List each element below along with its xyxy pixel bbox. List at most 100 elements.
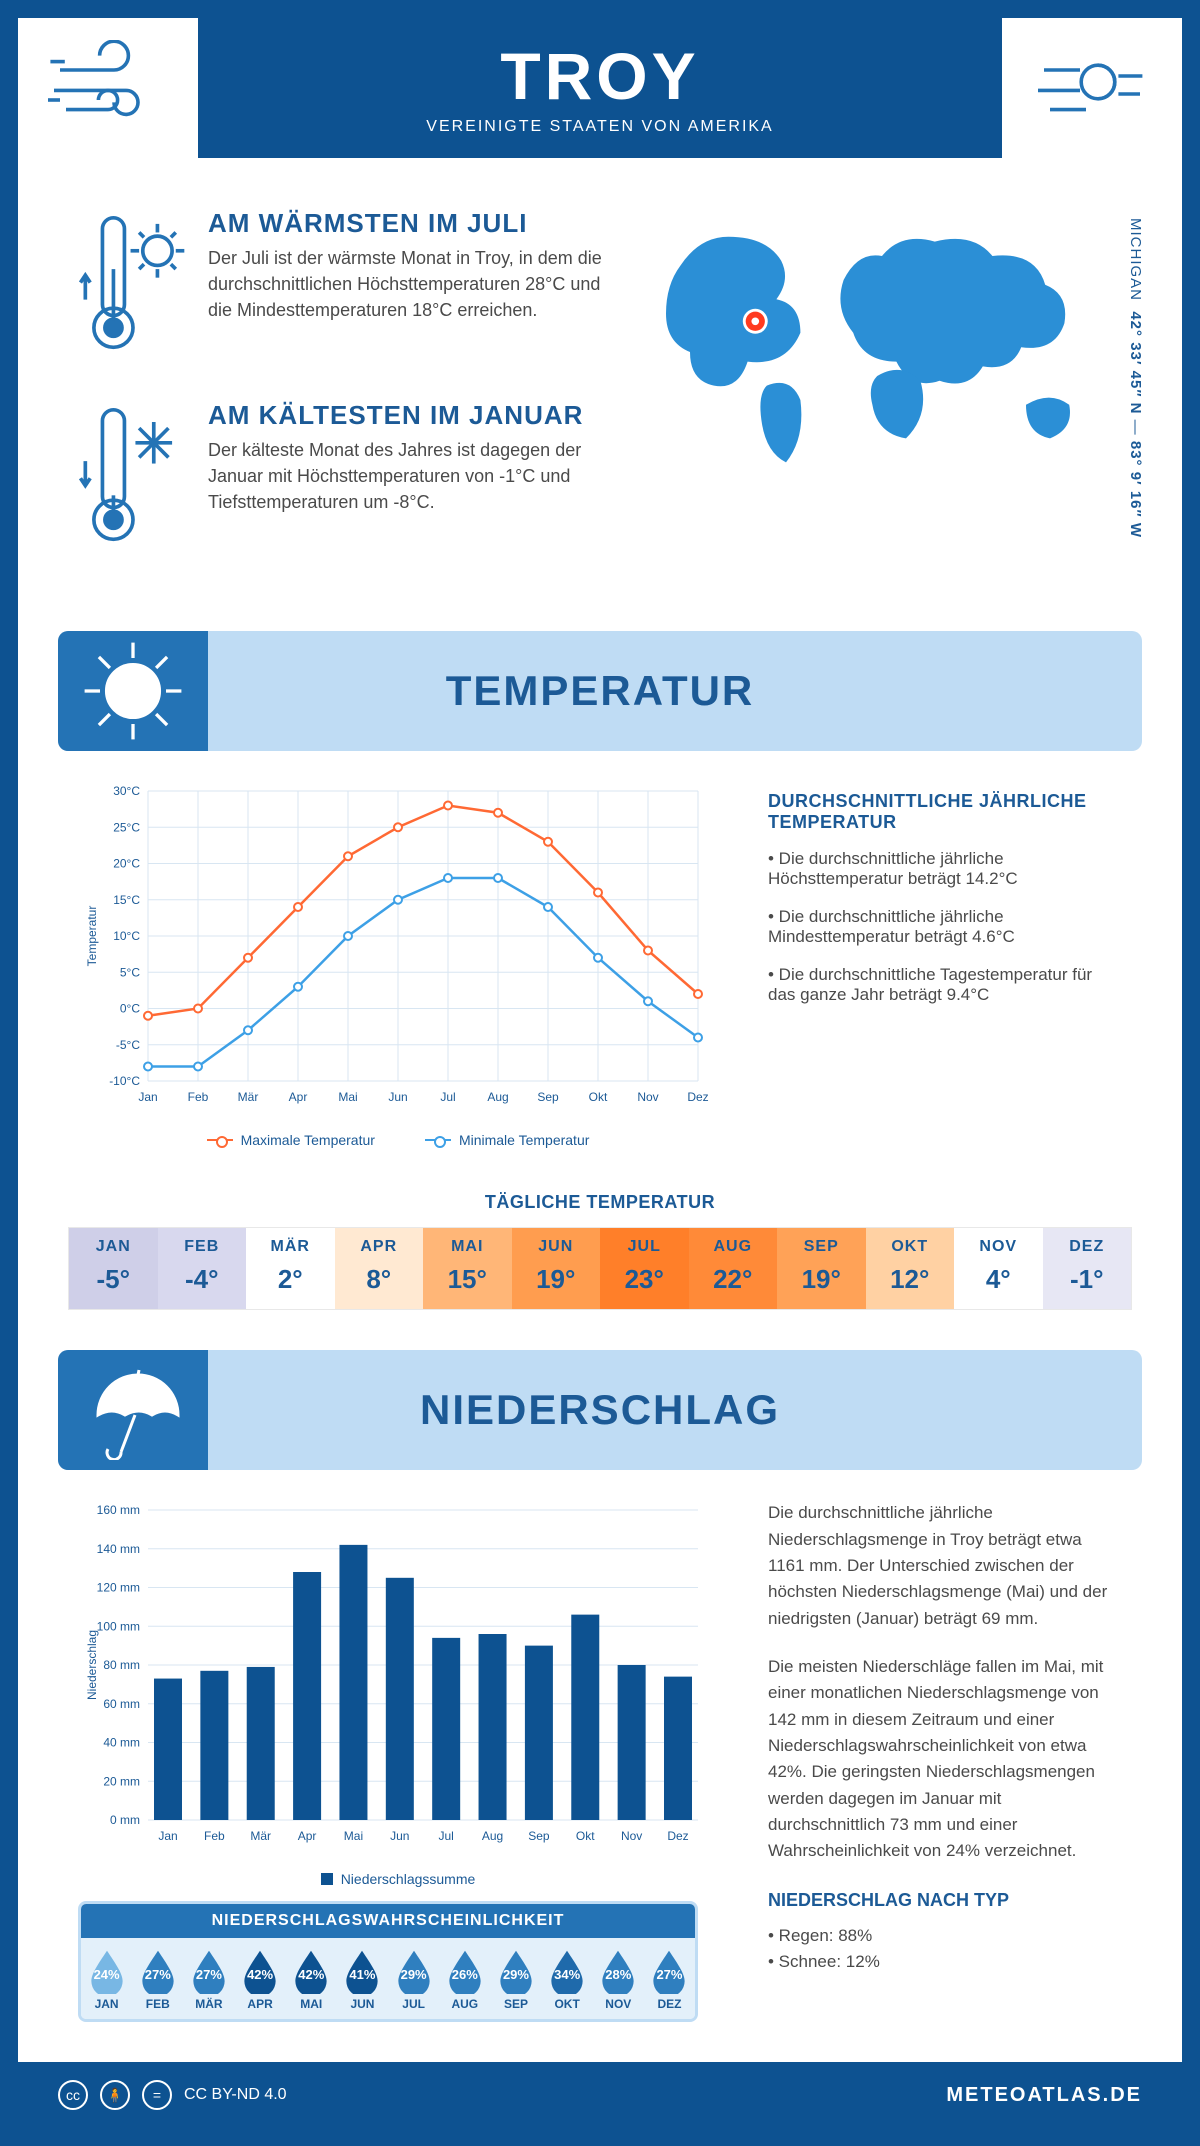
svg-text:Feb: Feb bbox=[188, 1090, 209, 1104]
legend-min: Minimale Temperatur bbox=[425, 1132, 589, 1148]
svg-text:Jan: Jan bbox=[158, 1829, 177, 1843]
svg-text:120 mm: 120 mm bbox=[97, 1581, 140, 1595]
svg-text:15°C: 15°C bbox=[113, 893, 140, 907]
daily-cell: JUL23° bbox=[600, 1228, 689, 1309]
daily-cell: MAI15° bbox=[423, 1228, 512, 1309]
cc-icon: cc bbox=[58, 2080, 88, 2110]
svg-text:Mai: Mai bbox=[344, 1829, 363, 1843]
svg-text:160 mm: 160 mm bbox=[97, 1503, 140, 1517]
svg-text:Jun: Jun bbox=[390, 1829, 409, 1843]
svg-text:Jun: Jun bbox=[388, 1090, 407, 1104]
prob-cell: 26%AUG bbox=[439, 1938, 490, 2019]
svg-text:0°C: 0°C bbox=[120, 1002, 140, 1016]
svg-text:60 mm: 60 mm bbox=[103, 1697, 140, 1711]
license: cc 🧍 = CC BY-ND 4.0 bbox=[58, 2080, 287, 2110]
daily-cell: JUN19° bbox=[512, 1228, 601, 1309]
svg-text:Jan: Jan bbox=[138, 1090, 157, 1104]
svg-text:Nov: Nov bbox=[621, 1829, 642, 1843]
svg-text:Nov: Nov bbox=[637, 1090, 658, 1104]
section-title: TEMPERATUR bbox=[446, 667, 755, 715]
nd-icon: = bbox=[142, 2080, 172, 2110]
svg-text:Mär: Mär bbox=[250, 1829, 271, 1843]
svg-text:30°C: 30°C bbox=[113, 784, 140, 798]
temperature-chart: -10°C -5°C 0°C 5°C 10°C 15°C 20°C 25°C 30°C Jan Fe… bbox=[78, 781, 718, 1148]
svg-text:Dez: Dez bbox=[667, 1829, 688, 1843]
prob-cell: 29%SEP bbox=[490, 1938, 541, 2019]
daily-temp-strip: JAN-5°FEB-4°MÄR2°APR8°MAI15°JUN19°JUL23°… bbox=[68, 1227, 1132, 1310]
svg-text:10°C: 10°C bbox=[113, 929, 140, 943]
svg-text:Temperatur: Temperatur bbox=[85, 906, 99, 967]
svg-text:Dez: Dez bbox=[687, 1090, 708, 1104]
prob-cell: 24%JAN bbox=[81, 1938, 132, 2019]
prob-cell: 28%NOV bbox=[593, 1938, 644, 2019]
prob-cell: 42%MAI bbox=[286, 1938, 337, 2019]
svg-text:40 mm: 40 mm bbox=[103, 1736, 140, 1750]
thermometer-hot-icon bbox=[78, 208, 188, 360]
daily-cell: JAN-5° bbox=[69, 1228, 158, 1309]
svg-text:Okt: Okt bbox=[576, 1829, 595, 1843]
svg-text:Jul: Jul bbox=[439, 1829, 454, 1843]
svg-text:Apr: Apr bbox=[289, 1090, 308, 1104]
fact-coldest: AM KÄLTESTEN IM JANUAR Der kälteste Mona… bbox=[78, 400, 602, 552]
svg-text:80 mm: 80 mm bbox=[103, 1658, 140, 1672]
prob-cell: 41%JUN bbox=[337, 1938, 388, 2019]
svg-text:Apr: Apr bbox=[298, 1829, 317, 1843]
precip-chart: 0 mm20 mm40 mm60 mm80 mm100 mm120 mm140 … bbox=[78, 1500, 718, 1887]
fact-title: AM WÄRMSTEN IM JULI bbox=[208, 208, 602, 239]
daily-cell: NOV4° bbox=[954, 1228, 1043, 1309]
daily-cell: SEP19° bbox=[777, 1228, 866, 1309]
svg-text:Aug: Aug bbox=[487, 1090, 508, 1104]
legend-max: Maximale Temperatur bbox=[207, 1132, 375, 1148]
svg-text:Okt: Okt bbox=[589, 1090, 608, 1104]
thermometer-cold-icon bbox=[78, 400, 188, 552]
fact-text: Der kälteste Monat des Jahres ist dagege… bbox=[208, 437, 602, 515]
svg-text:20 mm: 20 mm bbox=[103, 1775, 140, 1789]
svg-text:100 mm: 100 mm bbox=[97, 1620, 140, 1634]
precip-banner: NIEDERSCHLAG bbox=[58, 1350, 1142, 1470]
daily-cell: AUG22° bbox=[689, 1228, 778, 1309]
svg-text:Aug: Aug bbox=[482, 1829, 503, 1843]
svg-text:20°C: 20°C bbox=[113, 857, 140, 871]
precip-text: Die durchschnittliche jährliche Niedersc… bbox=[768, 1500, 1122, 2022]
svg-text:Sep: Sep bbox=[528, 1829, 550, 1843]
footer: cc 🧍 = CC BY-ND 4.0 METEOATLAS.DE bbox=[18, 2062, 1182, 2128]
page: TROY VEREINIGTE STAATEN VON AMERIKA AM W… bbox=[0, 0, 1200, 2146]
svg-text:25°C: 25°C bbox=[113, 821, 140, 835]
prob-cell: 29%JUL bbox=[388, 1938, 439, 2019]
coordinates: MICHIGAN 42° 33′ 45″ N — 83° 9′ 16″ W bbox=[1127, 218, 1144, 538]
prob-cell: 27%DEZ bbox=[644, 1938, 695, 2019]
daily-cell: MÄR2° bbox=[246, 1228, 335, 1309]
svg-text:Jul: Jul bbox=[440, 1090, 455, 1104]
header: TROY VEREINIGTE STAATEN VON AMERIKA bbox=[18, 18, 1182, 158]
daily-cell: APR8° bbox=[335, 1228, 424, 1309]
daily-temp-title: TÄGLICHE TEMPERATUR bbox=[18, 1192, 1182, 1213]
fact-title: AM KÄLTESTEN IM JANUAR bbox=[208, 400, 602, 431]
prob-cell: 42%APR bbox=[235, 1938, 286, 2019]
svg-text:-5°C: -5°C bbox=[116, 1038, 140, 1052]
svg-text:Sep: Sep bbox=[537, 1090, 559, 1104]
daily-cell: OKT12° bbox=[866, 1228, 955, 1309]
prob-cell: 34%OKT bbox=[542, 1938, 593, 2019]
by-icon: 🧍 bbox=[100, 2080, 130, 2110]
temperature-banner: TEMPERATUR bbox=[58, 631, 1142, 751]
prob-cell: 27%FEB bbox=[132, 1938, 183, 2019]
wind-icon bbox=[1002, 18, 1182, 158]
svg-text:Mär: Mär bbox=[238, 1090, 259, 1104]
wind-icon bbox=[18, 18, 198, 158]
daily-cell: FEB-4° bbox=[158, 1228, 247, 1309]
svg-text:Feb: Feb bbox=[204, 1829, 225, 1843]
world-map: MICHIGAN 42° 33′ 45″ N — 83° 9′ 16″ W bbox=[642, 208, 1122, 591]
legend-precip: Niederschlagssumme bbox=[321, 1871, 476, 1887]
prob-cell: 27%MÄR bbox=[183, 1938, 234, 2019]
intro-section: AM WÄRMSTEN IM JULI Der Juli ist der wär… bbox=[18, 158, 1182, 621]
site-name: METEOATLAS.DE bbox=[946, 2084, 1142, 2107]
temperature-stats: DURCHSCHNITTLICHE JÄHRLICHE TEMPERATUR •… bbox=[768, 781, 1122, 1148]
fact-warmest: AM WÄRMSTEN IM JULI Der Juli ist der wär… bbox=[78, 208, 602, 360]
section-title: NIEDERSCHLAG bbox=[420, 1386, 780, 1434]
svg-text:5°C: 5°C bbox=[120, 966, 140, 980]
daily-cell: DEZ-1° bbox=[1043, 1228, 1132, 1309]
fact-text: Der Juli ist der wärmste Monat in Troy, … bbox=[208, 245, 602, 323]
svg-text:-10°C: -10°C bbox=[109, 1074, 140, 1088]
svg-text:140 mm: 140 mm bbox=[97, 1542, 140, 1556]
svg-text:Niederschlag: Niederschlag bbox=[85, 1630, 99, 1700]
